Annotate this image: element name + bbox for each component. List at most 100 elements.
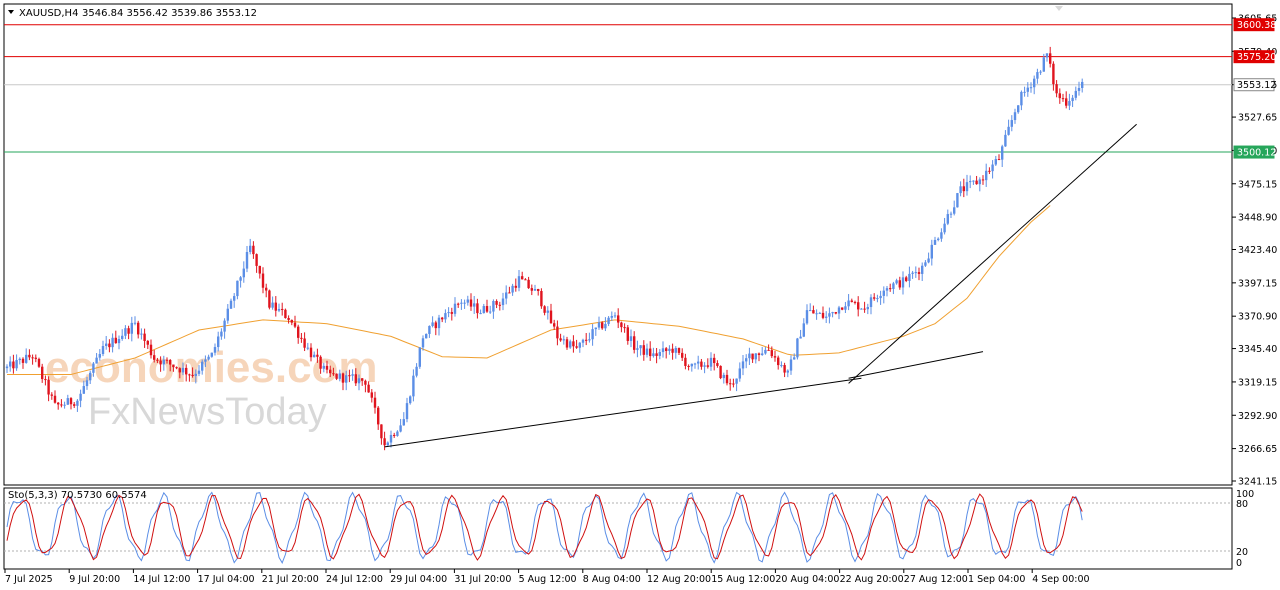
candle-bull [546, 310, 549, 313]
time-tick-label: 15 Aug 12:00 [711, 574, 775, 585]
candle-bull [809, 310, 812, 312]
candle-bear [114, 337, 117, 344]
candle-bull [956, 193, 959, 208]
time-tick-label: 31 Jul 20:00 [454, 574, 511, 585]
candle-bull [111, 337, 114, 348]
candle-bull [386, 442, 389, 446]
candle-bear [834, 312, 837, 314]
candle-bear [268, 290, 271, 308]
candle-bull [892, 283, 895, 289]
candle-bull [89, 372, 92, 381]
trendline[interactable] [384, 377, 862, 448]
candle-bear [524, 279, 527, 281]
candle-bear [553, 323, 556, 327]
candle-bull [1077, 87, 1081, 91]
trendline[interactable] [848, 351, 984, 379]
moving-average-line [7, 205, 1051, 375]
candle-bear [508, 292, 511, 294]
time-tick-label: 21 Jul 20:00 [262, 574, 319, 585]
candle-bear [514, 285, 517, 288]
candle-bear [1065, 98, 1068, 106]
candle-bull [482, 306, 485, 314]
candle-bull [505, 292, 508, 299]
candle-bear [812, 310, 815, 314]
candle-bull [924, 262, 927, 266]
candle-bear [255, 254, 258, 266]
time-tick-label: 24 Jul 12:00 [326, 574, 383, 585]
candle-bear [156, 359, 159, 361]
candle-bull [629, 336, 633, 341]
candle-bull [802, 323, 805, 337]
candle-bear [850, 300, 853, 302]
candle-bull [82, 386, 85, 394]
candle-bear [290, 319, 293, 323]
candle-bull [943, 223, 946, 233]
price-tick-label: 3423.40 [1238, 245, 1277, 256]
candle-bear [21, 358, 25, 363]
candle-bull [921, 265, 924, 274]
dropdown-arrow-icon[interactable] [8, 10, 14, 14]
level-tag-label: 3575.20 [1237, 52, 1276, 63]
candle-bull [828, 313, 831, 317]
candle-bull [735, 378, 738, 384]
candle-bull [1074, 90, 1077, 98]
candle-bear [57, 402, 60, 405]
candle-bull [249, 245, 252, 253]
candle-bull [793, 357, 796, 360]
time-tick-label: 1 Sep 04:00 [968, 574, 1025, 585]
candle-bull [930, 244, 933, 259]
time-tick-label: 9 Jul 20:00 [69, 574, 120, 585]
collapse-arrow-icon[interactable] [1055, 6, 1063, 11]
candle-bull [661, 348, 665, 353]
candle-bull [722, 374, 725, 379]
time-tick-label: 20 Aug 04:00 [775, 574, 839, 585]
candle-bull [453, 303, 457, 314]
candle-bull [409, 396, 412, 404]
candle-bull [213, 347, 217, 353]
candle-bull [233, 296, 236, 301]
candle-bull [421, 338, 425, 348]
candle-bear [370, 392, 373, 398]
candle-bear [159, 360, 162, 365]
stochastic-pane[interactable]: Sto(5,3,3) 70.5730 60.5574 100 80 20 0 [3, 487, 1254, 570]
candle-bull [658, 352, 661, 356]
level-price-tag: 3500.12 [1233, 145, 1276, 159]
candle-bull [223, 320, 226, 332]
candle-bull [405, 403, 409, 420]
candles [5, 46, 1084, 451]
candle-bull [117, 338, 121, 344]
candle-bull [895, 280, 898, 284]
candle-bear [297, 326, 300, 338]
candle-bear [274, 302, 277, 311]
candle-bull [92, 363, 95, 373]
candle-bear [620, 322, 623, 328]
candle-bull [517, 276, 521, 288]
candle-bear [364, 380, 367, 385]
candle-bull [645, 348, 649, 355]
time-tick-label: 12 Aug 20:00 [647, 574, 711, 585]
candle-bear [300, 337, 303, 339]
candle-bull [396, 431, 399, 436]
trendline[interactable] [848, 123, 1137, 384]
candle-bear [649, 348, 652, 357]
trendlines [384, 123, 1137, 448]
candle-bear [684, 357, 687, 366]
candle-bear [361, 378, 364, 381]
candle-bull [466, 299, 469, 303]
price-tick-label: 3370.90 [1238, 312, 1277, 323]
main-chart-area[interactable] [3, 3, 1233, 486]
candle-bear [185, 367, 188, 375]
candle-bear [1049, 53, 1052, 64]
candle-bear [642, 345, 645, 355]
candle-bear [1058, 93, 1061, 99]
candle-bear [172, 364, 175, 368]
candle-bear [962, 186, 965, 192]
candle-bear [997, 159, 1001, 161]
candle-bull [220, 331, 223, 337]
candle-bear [265, 287, 268, 291]
candle-bull [965, 182, 969, 192]
candle-bull [709, 357, 713, 367]
candle-bull [1007, 126, 1010, 135]
time-tick-label: 27 Aug 12:00 [904, 574, 968, 585]
